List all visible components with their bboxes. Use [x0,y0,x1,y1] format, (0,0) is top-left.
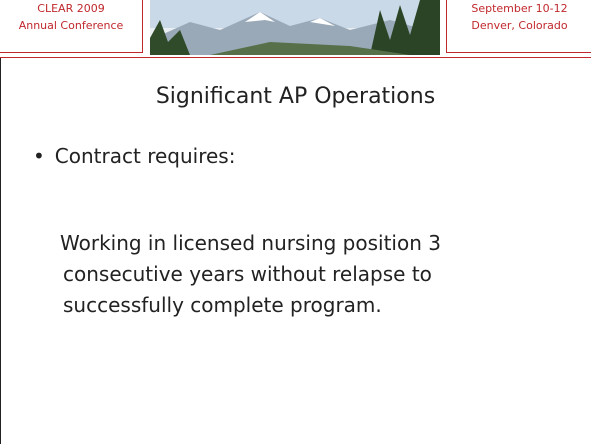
bullet-text: Contract requires: [55,144,236,168]
header-text: Denver, Colorado [447,17,591,34]
header-left: CLEAR 2009 Annual Conference [0,0,143,53]
paragraph-line: successfully complete program. [60,290,441,321]
header-text: CLEAR 2009 [0,0,142,17]
header-rule [0,57,591,58]
paragraph-line: Working in licensed nursing position 3 [60,228,441,259]
paragraph: Working in licensed nursing position 3 c… [60,228,441,321]
header-right: September 10-12 Denver, Colorado [446,0,591,53]
paragraph-line: consecutive years without relapse to [60,259,441,290]
slide-title: Significant AP Operations [0,84,591,109]
left-rule [0,58,1,444]
slide-page: CLEAR 2009 Annual Conference September 1… [0,0,591,444]
header-text: Annual Conference [0,17,142,34]
header-text: September 10-12 [447,0,591,17]
bullet: •Contract requires: [33,144,235,168]
header-image [150,0,440,55]
